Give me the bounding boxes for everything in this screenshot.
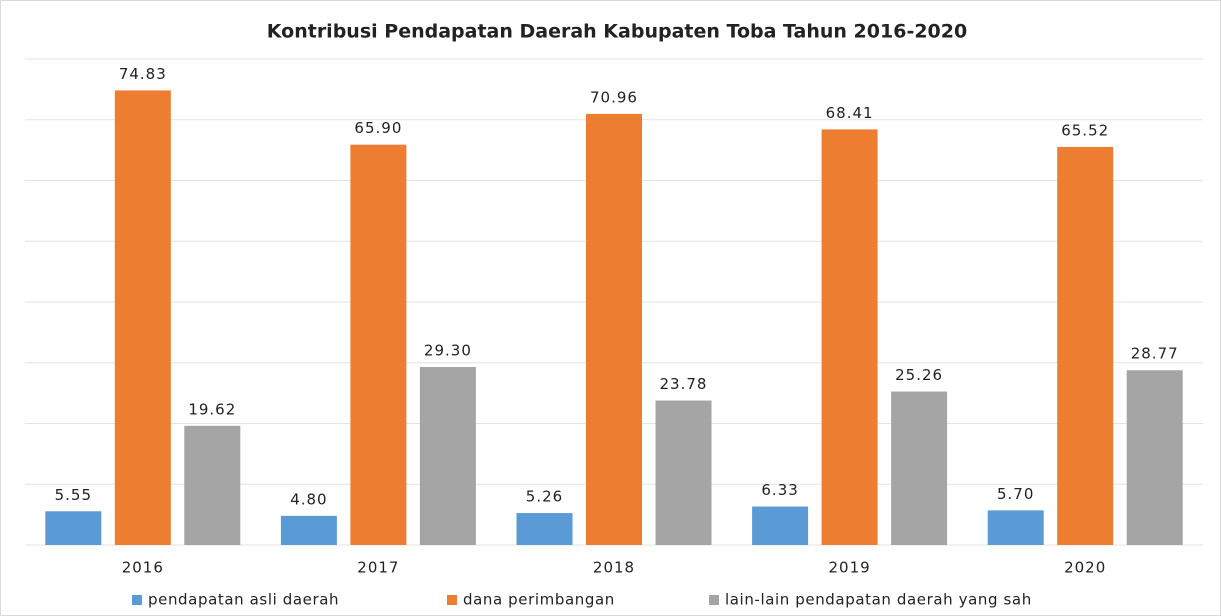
data-label: 5.55 bbox=[55, 486, 92, 504]
legend-swatch bbox=[132, 595, 142, 605]
bar bbox=[1057, 146, 1114, 545]
bar bbox=[586, 113, 642, 545]
chart-title: Kontribusi Pendapatan Daerah Kabupaten T… bbox=[267, 21, 967, 43]
legend-label: pendapatan asli daerah bbox=[148, 591, 339, 609]
legend-label: lain-lain pendapatan daerah yang sah bbox=[725, 591, 1032, 609]
bar bbox=[655, 400, 712, 545]
bar bbox=[184, 425, 241, 545]
data-label: 19.62 bbox=[188, 400, 236, 418]
x-tick-label: 2018 bbox=[593, 559, 635, 577]
data-label: 68.41 bbox=[826, 104, 874, 122]
bar bbox=[45, 511, 102, 545]
data-label: 23.78 bbox=[660, 375, 708, 393]
x-tick-label: 2019 bbox=[829, 559, 871, 577]
data-label: 25.26 bbox=[895, 366, 943, 384]
bar bbox=[891, 391, 948, 545]
x-tick-label: 2016 bbox=[122, 559, 164, 577]
bar bbox=[1126, 370, 1183, 545]
bar bbox=[752, 506, 809, 545]
data-label: 74.83 bbox=[119, 65, 167, 83]
legend-label: dana perimbangan bbox=[463, 591, 615, 609]
bar bbox=[987, 510, 1044, 545]
data-label: 29.30 bbox=[424, 342, 472, 360]
data-label: 28.77 bbox=[1131, 345, 1179, 363]
legend-swatch bbox=[447, 595, 457, 605]
data-label: 5.70 bbox=[997, 485, 1034, 503]
bar bbox=[350, 144, 407, 545]
data-label: 65.90 bbox=[354, 119, 402, 137]
data-label: 5.26 bbox=[526, 488, 563, 506]
bar bbox=[280, 515, 337, 545]
data-label: 65.52 bbox=[1061, 121, 1109, 139]
bar bbox=[516, 513, 573, 545]
bar bbox=[419, 367, 476, 545]
bar bbox=[821, 129, 878, 546]
data-label: 6.33 bbox=[761, 481, 798, 499]
bar bbox=[114, 90, 171, 546]
legend-swatch bbox=[709, 595, 719, 605]
x-tick-label: 2020 bbox=[1064, 559, 1106, 577]
data-label: 4.80 bbox=[290, 490, 327, 508]
x-tick-label: 2017 bbox=[357, 559, 399, 577]
data-label: 70.96 bbox=[590, 88, 638, 106]
